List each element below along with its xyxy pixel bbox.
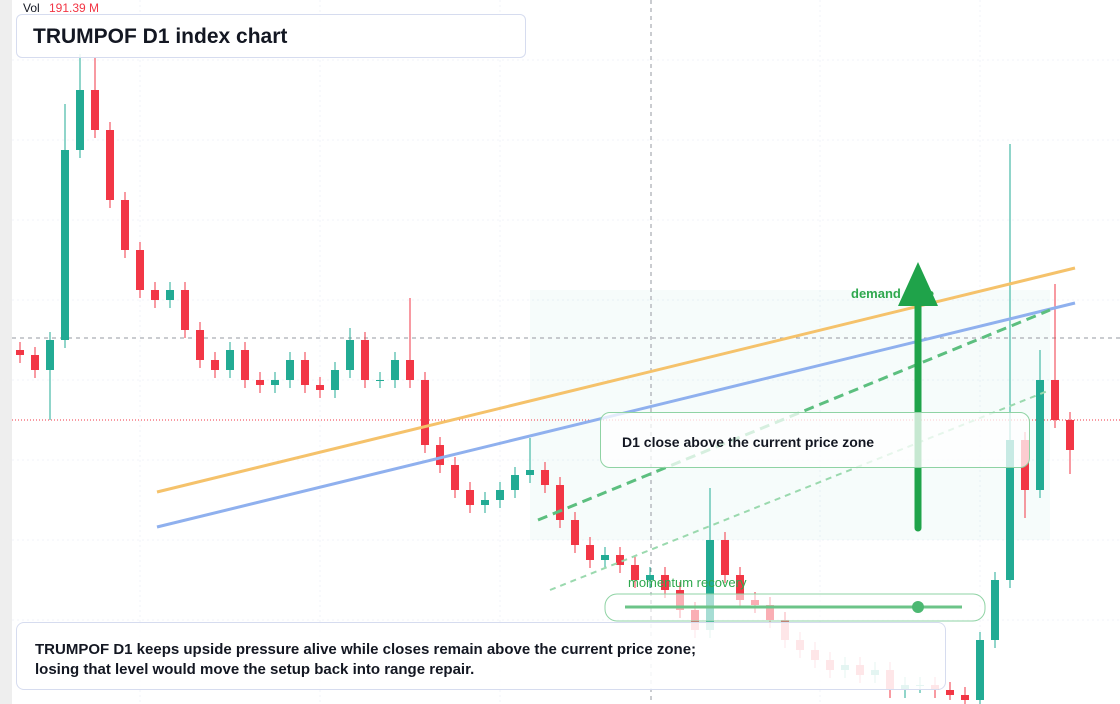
- candle-body: [106, 130, 114, 200]
- candle-body: [706, 540, 714, 630]
- candle-body: [76, 90, 84, 150]
- candle-body: [61, 150, 69, 340]
- callout: D1 close above the current price zone: [622, 434, 875, 450]
- candle-body: [496, 490, 504, 500]
- candle-body: [721, 540, 729, 575]
- candle-body: [226, 350, 234, 370]
- candle-body: [436, 445, 444, 465]
- candle-body: [136, 250, 144, 290]
- candle-body: [541, 470, 549, 485]
- candle-body: [1006, 440, 1014, 580]
- candle-body: [1036, 380, 1044, 490]
- caption-box: TRUMPOF D1 keeps upside pressure alive w…: [16, 622, 946, 690]
- candle-body: [421, 380, 429, 445]
- candle-body: [271, 380, 279, 385]
- arrow-head: [898, 262, 938, 306]
- candle-body: [181, 290, 189, 330]
- callout-box: D1 close above the current price zone: [600, 412, 1030, 468]
- candle-body: [586, 545, 594, 560]
- candle-body: [946, 690, 954, 695]
- left-bar: [0, 0, 12, 704]
- candle-body: [376, 380, 384, 381]
- candle-body: [166, 290, 174, 300]
- caption: TRUMPOF D1 keeps upside pressure alive w…: [35, 640, 696, 680]
- caption-line: TRUMPOF D1 keeps upside pressure alive w…: [35, 641, 697, 658]
- title-box: TRUMPOF D1 index chart: [16, 14, 526, 58]
- candle-body: [481, 500, 489, 505]
- candle-body: [16, 350, 24, 355]
- candle-body: [1051, 380, 1059, 420]
- candle-body: [151, 290, 159, 300]
- candle-body: [646, 575, 654, 580]
- momentum-dot: [912, 601, 924, 613]
- candle-body: [91, 90, 99, 130]
- volume-value: 191.39 M: [49, 1, 99, 15]
- candle-body: [991, 580, 999, 640]
- candle-body: [511, 475, 519, 490]
- candle-body: [976, 640, 984, 700]
- candle-body: [316, 385, 324, 390]
- caption-line: losing that level would move the setup b…: [35, 661, 475, 678]
- candle-body: [346, 340, 354, 370]
- candle-body: [556, 485, 564, 520]
- candle-body: [121, 200, 129, 250]
- momentum-label: momentum recovery: [628, 575, 747, 590]
- candle-body: [571, 520, 579, 545]
- volume-label: Vol: [23, 1, 40, 15]
- candle-body: [736, 575, 744, 600]
- candle-body: [406, 360, 414, 380]
- grid: [12, 0, 1120, 704]
- candle-body: [526, 470, 534, 475]
- dashed-projection-light: [549, 389, 1051, 591]
- candle-body: [331, 370, 339, 390]
- candle-body: [31, 355, 39, 370]
- candle-body: [961, 695, 969, 700]
- candle-body: [601, 555, 609, 560]
- candle-body: [46, 340, 54, 370]
- candle-body: [211, 360, 219, 370]
- candle-body: [286, 360, 294, 380]
- candle-body: [1066, 420, 1074, 450]
- candle-body: [616, 555, 624, 565]
- candle-body: [391, 360, 399, 380]
- candle-body: [196, 330, 204, 360]
- candle-body: [241, 350, 249, 380]
- candle-body: [661, 575, 669, 590]
- candle-body: [466, 490, 474, 505]
- candle-body: [256, 380, 264, 385]
- title: TRUMPOF D1 index chart: [33, 25, 288, 48]
- candle-body: [361, 340, 369, 380]
- candle-body: [301, 360, 309, 385]
- candle-body: [631, 565, 639, 580]
- candle-body: [451, 465, 459, 490]
